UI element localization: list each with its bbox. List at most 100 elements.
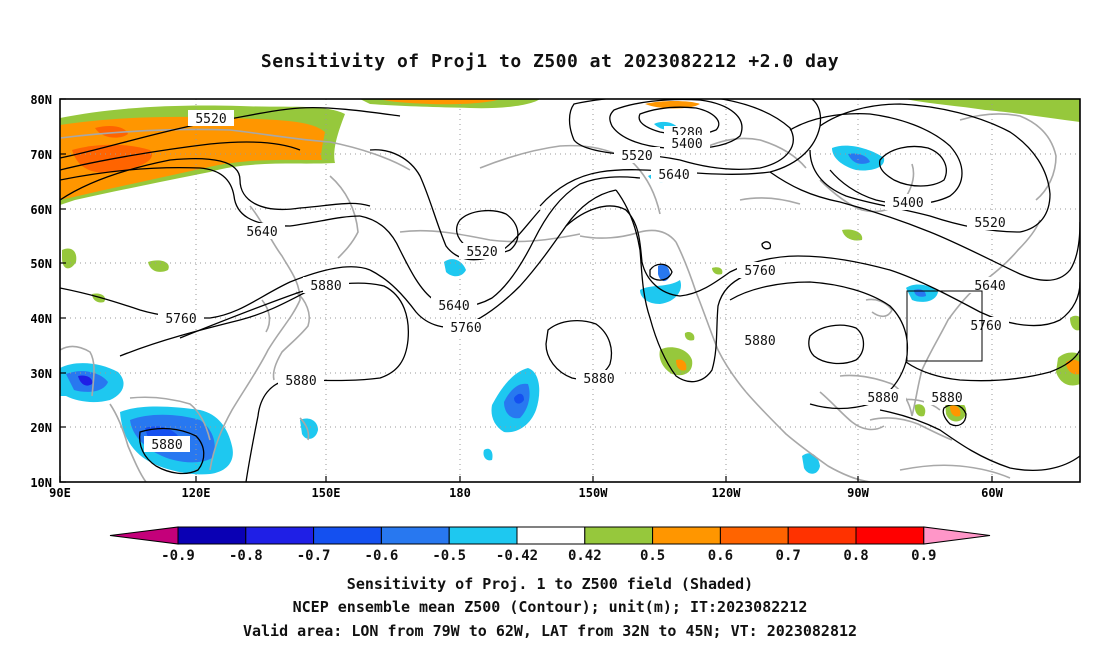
lon-label-120e: 120E bbox=[182, 486, 211, 500]
green-spot-atlantic-east-2 bbox=[1070, 315, 1080, 331]
valid-area-box bbox=[906, 290, 983, 362]
contour-5880-us-inner bbox=[808, 324, 865, 365]
coast-us-east bbox=[911, 283, 981, 417]
longitude-axis: 90E 120E 150E 180 150W 120W 90W 60W bbox=[49, 476, 1004, 500]
label-bg bbox=[651, 166, 697, 182]
coast-japan bbox=[272, 291, 311, 381]
lon-label-180: 180 bbox=[449, 486, 471, 500]
contour-5640-central bbox=[359, 176, 641, 308]
coast-hudson bbox=[819, 163, 915, 213]
contour-label-5760-west: 5760 bbox=[165, 312, 196, 327]
contour-label-5880-south-china-sea: 5880 bbox=[151, 438, 182, 453]
contour-5760-west-b bbox=[119, 289, 311, 357]
contour-5880-atlantic bbox=[905, 349, 1080, 382]
contour-small-loop-west-us bbox=[761, 241, 772, 250]
lon-label-150e: 150E bbox=[312, 486, 341, 500]
map-content: 5520 5640 5760 5880 5880 5520 5640 5760 … bbox=[60, 99, 1080, 482]
contour-label-5880-atlantic: 5880 bbox=[931, 391, 962, 406]
caption-line-2: NCEP ensemble mean Z500 (Contour); unit(… bbox=[293, 598, 808, 616]
z500-contours bbox=[60, 99, 1080, 482]
colorbar-label-pos-0-5: 0.5 bbox=[640, 548, 665, 564]
lat-label-40n: 40N bbox=[30, 312, 52, 326]
contour-label-5880-central: 5880 bbox=[583, 372, 614, 387]
contour-label-5520-canada: 5520 bbox=[974, 216, 1005, 231]
colorbar-label-neg-0-6: -0.6 bbox=[365, 548, 399, 564]
contour-5400-canada bbox=[789, 112, 963, 205]
colorbar-label-pos-0-42: 0.42 bbox=[568, 548, 602, 564]
contour-label-5520-west: 5520 bbox=[195, 112, 226, 127]
lat-label-20n: 20N bbox=[30, 421, 52, 435]
contour-5520-north-pacific-low bbox=[455, 209, 519, 255]
contour-5520-west-b bbox=[60, 141, 301, 171]
colorbar-arrow-low bbox=[109, 526, 179, 545]
contour-label-5400-polar: 5400 bbox=[671, 137, 702, 152]
label-bg bbox=[144, 436, 190, 452]
contour-label-5880-gulf: 5880 bbox=[867, 391, 898, 406]
latitude-axis: 80N 70N 60N 50N 40N 30N 20N 10N bbox=[30, 93, 66, 490]
label-bg bbox=[158, 310, 204, 326]
coast-canada-interior bbox=[739, 197, 801, 205]
orange-spot-caribbean bbox=[950, 405, 961, 417]
colorbar-labels: -0.9 -0.8 -0.7 -0.6 -0.5 -0.42 0.42 0.5 … bbox=[161, 548, 936, 564]
label-bg bbox=[737, 332, 783, 348]
contour-label-5520-north-pacific: 5520 bbox=[466, 245, 497, 260]
contour-label-5760-central: 5760 bbox=[450, 321, 481, 336]
caption-line-1: Sensitivity of Proj. 1 to Z500 field (Sh… bbox=[347, 575, 753, 593]
coast-kamchatka bbox=[329, 175, 359, 259]
lat-label-70n: 70N bbox=[30, 148, 52, 162]
coast-east-asia bbox=[209, 205, 301, 471]
blue-spot-gulf-alaska bbox=[640, 280, 682, 304]
lon-label-120w: 120W bbox=[712, 486, 742, 500]
colorbar-arrow-high bbox=[923, 526, 991, 545]
label-bg bbox=[924, 389, 970, 405]
contour-5520-canada bbox=[809, 103, 1051, 233]
colorbar-label-pos-0-9: 0.9 bbox=[911, 548, 936, 564]
contour-5520-central bbox=[369, 149, 541, 261]
label-bg bbox=[614, 147, 660, 163]
orange-region-arctic-center bbox=[380, 99, 500, 105]
contour-5280-polar-low bbox=[638, 106, 720, 136]
contour-5640-west-b bbox=[60, 166, 361, 227]
coast-korea bbox=[261, 299, 271, 333]
colorbar-cells bbox=[109, 526, 991, 545]
green-spot-caribbean bbox=[914, 404, 926, 417]
lat-label-50n: 50N bbox=[30, 257, 52, 271]
coast-asia-north bbox=[60, 128, 411, 171]
contour-5880-alaska-trough bbox=[615, 189, 745, 383]
lon-label-90e: 90E bbox=[49, 486, 71, 500]
label-bg bbox=[278, 372, 324, 388]
caption-line-3: Valid area: LON from 79W to 62W, LAT fro… bbox=[243, 622, 857, 640]
label-bg bbox=[576, 370, 622, 386]
colorbar-label-neg-0-5: -0.5 bbox=[432, 548, 466, 564]
label-bg bbox=[963, 317, 1009, 333]
colorbar-cell bbox=[245, 526, 315, 545]
label-bg bbox=[431, 297, 477, 313]
label-bg bbox=[664, 135, 710, 151]
coast-mexico-gulf bbox=[819, 391, 885, 431]
contour-small-loop-alaska-low bbox=[649, 263, 673, 281]
orange-spot-arctic-pole bbox=[645, 101, 700, 109]
colorbar-cell bbox=[313, 526, 382, 545]
darkblue-core-south-asia bbox=[78, 375, 93, 386]
contour-5880-west bbox=[179, 282, 410, 482]
contour-label-5640-central: 5640 bbox=[438, 299, 469, 314]
contour-5520-polar bbox=[568, 99, 794, 170]
coast-alaska bbox=[479, 144, 661, 215]
colorbar-label-pos-0-7: 0.7 bbox=[776, 548, 801, 564]
blue-spot-central-america bbox=[802, 453, 820, 474]
lon-label-150w: 150W bbox=[579, 486, 609, 500]
contour-5880-sea bbox=[138, 427, 205, 475]
coast-south-america bbox=[899, 464, 1011, 479]
colorbar-label-pos-0-8: 0.8 bbox=[843, 548, 868, 564]
deepblue-spot-gulf-alaska bbox=[658, 264, 670, 282]
colorbar-label-neg-0-42: -0.42 bbox=[496, 548, 538, 564]
contour-5520-west bbox=[60, 106, 401, 159]
coast-arctic-islands bbox=[699, 137, 807, 169]
colorbar-label-neg-0-7: -0.7 bbox=[297, 548, 331, 564]
contour-5760-central bbox=[369, 189, 617, 329]
label-bg bbox=[188, 110, 234, 126]
colorbar-cell bbox=[584, 526, 654, 545]
contour-label-5520-polar: 5520 bbox=[621, 149, 652, 164]
colorbar-cell bbox=[787, 526, 857, 545]
